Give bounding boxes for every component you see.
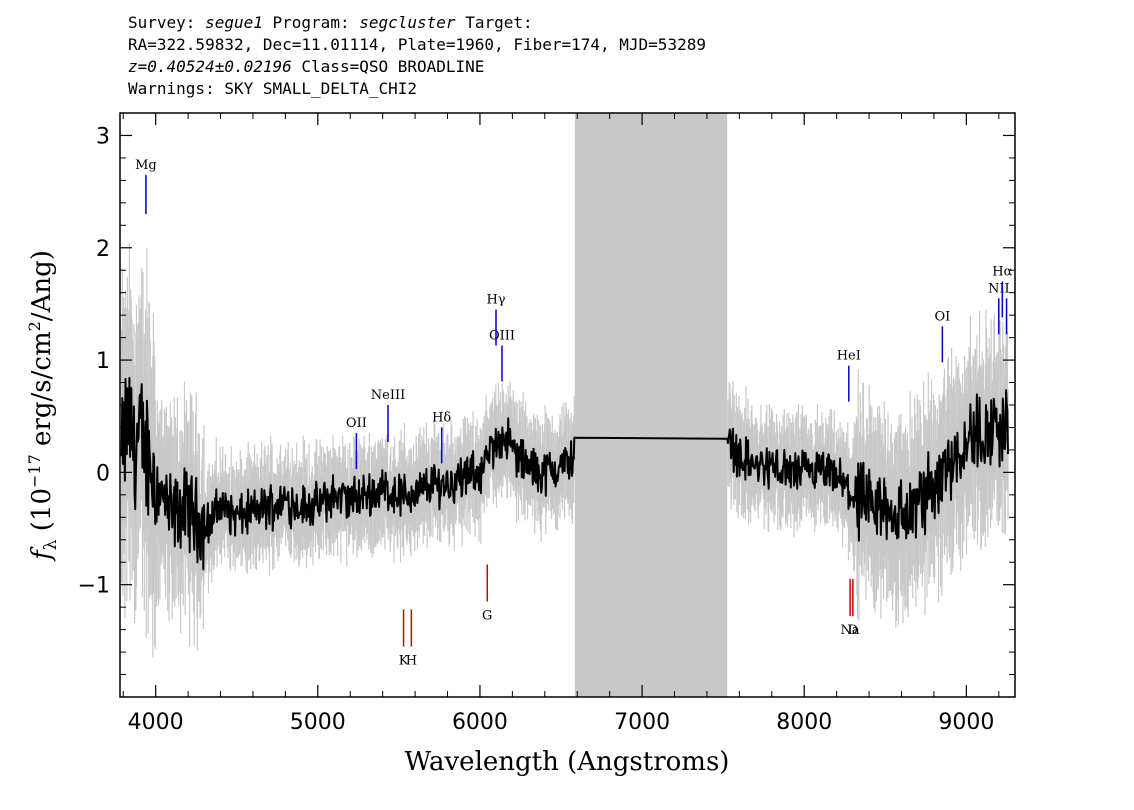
y-tick-label: 3 <box>96 124 110 149</box>
spectral-line-markers: Mg OII NeIII Hδ Hγ OIII HeI OI NII Hα KH G NaD <box>135 158 1013 669</box>
spectral-line-label: G <box>482 609 492 624</box>
redshift-value: z=0.40524±0.02196 <box>128 57 292 76</box>
survey-value: segue1 <box>205 13 263 32</box>
y-tick-label: −1 <box>78 574 110 599</box>
spectral-line-label: K <box>399 653 409 668</box>
x-tick-label: 4000 <box>128 710 184 735</box>
spectral-line-label: OII <box>346 416 367 431</box>
survey-label: Survey: <box>128 13 196 32</box>
spectral-line-label: NeIII <box>371 388 405 403</box>
spectral-line-label: OI <box>934 309 950 324</box>
y-title-open: (10 <box>27 488 57 540</box>
program-value: segcluster <box>359 13 456 32</box>
y-axis: −1 0 1 2 3 <box>78 124 1015 676</box>
x-tick-label: 8000 <box>776 710 832 735</box>
warnings-line: Warnings: SKY SMALL_DELTA_CHI2 <box>128 79 417 98</box>
y-title-mid: erg/s/cm <box>27 331 57 454</box>
y-title-exp2: 2 <box>25 321 44 331</box>
program-label: Program: <box>272 13 350 32</box>
spectral-line-label: Hγ <box>486 293 505 308</box>
spectral-line-label: Hδ <box>432 410 451 425</box>
x-axis: 4000 5000 6000 7000 8000 9000 <box>122 113 1000 735</box>
spectrum-header: Survey: segue1 Program: segcluster Targe… <box>128 12 706 100</box>
y-title-exp: −17 <box>25 454 44 488</box>
masked-region <box>574 113 728 697</box>
flux-series-line <box>120 377 1009 571</box>
y-title-close: /Ang) <box>27 250 57 321</box>
y-tick-label: 1 <box>96 349 110 374</box>
x-axis-title: Wavelength (Angstroms) <box>405 747 730 777</box>
spectral-line-label: H <box>406 653 417 668</box>
spectral-line-label: HeI <box>837 349 861 364</box>
x-tick-label: 9000 <box>938 710 994 735</box>
x-tick-label: 7000 <box>614 710 670 735</box>
spectral-line-label: OIII <box>489 328 515 343</box>
y-tick-label: 0 <box>96 461 110 486</box>
spectral-line-label: Hα <box>992 264 1012 279</box>
spectral-line-label: D <box>848 623 858 638</box>
redshift-line: z=0.40524±0.02196 Class=QSO BROADLINE <box>128 56 706 78</box>
x-tick-label: 5000 <box>290 710 346 735</box>
y-title-sub: λ <box>41 539 61 550</box>
survey-line: Survey: segue1 Program: segcluster Targe… <box>128 12 706 34</box>
spectral-line-label: NII <box>988 281 1010 296</box>
target-label: Target: <box>465 13 533 32</box>
coordinates-line: RA=322.59832, Dec=11.01114, Plate=1960, … <box>128 35 706 54</box>
class-value: Class=QSO BROADLINE <box>301 57 485 76</box>
x-tick-label: 6000 <box>452 710 508 735</box>
spectral-line-label: Na <box>841 623 860 638</box>
y-axis-title: fλ (10−17 erg/s/cm2/Ang) <box>25 250 61 562</box>
spectral-line-label: Mg <box>135 158 157 173</box>
y-tick-label: 2 <box>96 237 110 262</box>
plot-area: Mg OII NeIII Hδ Hγ OIII HeI OI NII Hα KH G NaD <box>120 113 1013 697</box>
